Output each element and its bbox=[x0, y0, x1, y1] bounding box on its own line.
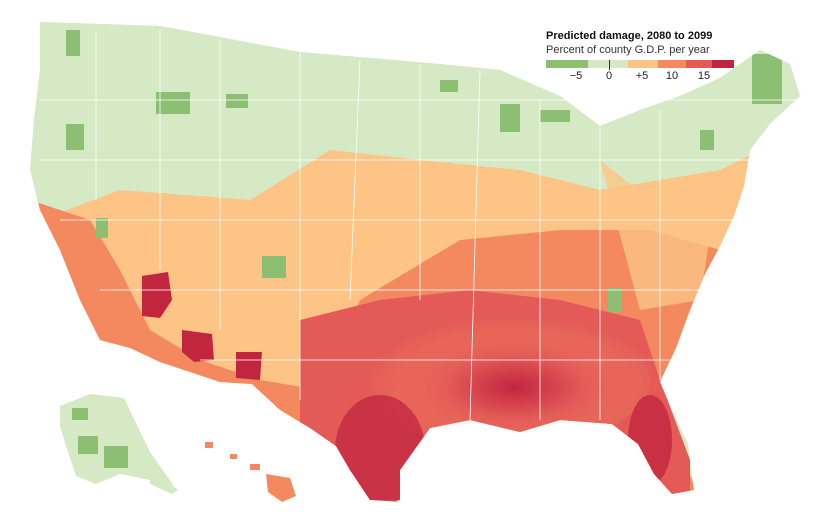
hawaii-big-island bbox=[266, 474, 296, 502]
parallel-borders bbox=[40, 99, 800, 361]
zone-south-texas bbox=[335, 395, 425, 502]
legend-swatch-light-green bbox=[588, 60, 628, 68]
patch-9 bbox=[700, 130, 714, 150]
zone-florida bbox=[628, 395, 672, 485]
patch-7 bbox=[500, 104, 520, 132]
hawaii bbox=[205, 442, 296, 502]
county-southwest-1 bbox=[142, 272, 172, 318]
hawaii-island-2 bbox=[230, 454, 237, 459]
legend-swatch-light-orange bbox=[628, 60, 658, 68]
patch-4 bbox=[156, 92, 190, 114]
legend-subtitle: Percent of county G.D.P. per year bbox=[546, 44, 710, 56]
legend-tick-3: +5 bbox=[635, 70, 649, 82]
legend-tickmark-zero bbox=[609, 60, 610, 70]
state-borders bbox=[40, 30, 800, 421]
legend-tick-5: 15 bbox=[697, 70, 711, 82]
alaska-panhandle bbox=[150, 476, 178, 494]
patch-2 bbox=[66, 124, 84, 150]
meridian-borders bbox=[95, 30, 661, 421]
legend-swatch-red bbox=[686, 60, 712, 68]
patch-10 bbox=[752, 54, 782, 104]
legend-tick-1: −5 bbox=[569, 70, 583, 82]
alaska-patch-3 bbox=[104, 446, 128, 468]
legend-swatch-strong-green bbox=[546, 60, 588, 68]
patch-6 bbox=[262, 256, 286, 278]
legend-ticks: −5 0 +5 10 15 bbox=[546, 60, 734, 84]
legend-tick-2: 0 bbox=[605, 70, 613, 82]
patch-3 bbox=[96, 218, 108, 238]
legend-swatch-orange bbox=[658, 60, 686, 68]
hawaii-island-3 bbox=[250, 464, 260, 470]
patch-8 bbox=[540, 110, 570, 122]
legend-color-bar bbox=[546, 60, 734, 68]
patch-11 bbox=[608, 288, 622, 312]
county-southwest-3 bbox=[236, 352, 262, 380]
legend-swatch-dark-red bbox=[712, 60, 734, 68]
hawaii-island-1 bbox=[205, 442, 213, 448]
patch-1 bbox=[66, 30, 80, 56]
green-patches bbox=[66, 30, 782, 312]
legend-title: Predicted damage, 2080 to 2099 bbox=[546, 30, 713, 42]
zone-deep-south bbox=[350, 310, 650, 450]
patch-12 bbox=[440, 80, 458, 92]
legend: Predicted damage, 2080 to 2099 Percent o… bbox=[546, 30, 746, 84]
patch-5 bbox=[226, 94, 248, 108]
legend-tick-4: 10 bbox=[665, 70, 679, 82]
alaska-patch-2 bbox=[78, 436, 98, 454]
county-southwest-2 bbox=[182, 330, 214, 362]
alaska bbox=[60, 394, 174, 486]
alaska-fill bbox=[60, 394, 174, 486]
alaska-patch-1 bbox=[72, 408, 88, 420]
